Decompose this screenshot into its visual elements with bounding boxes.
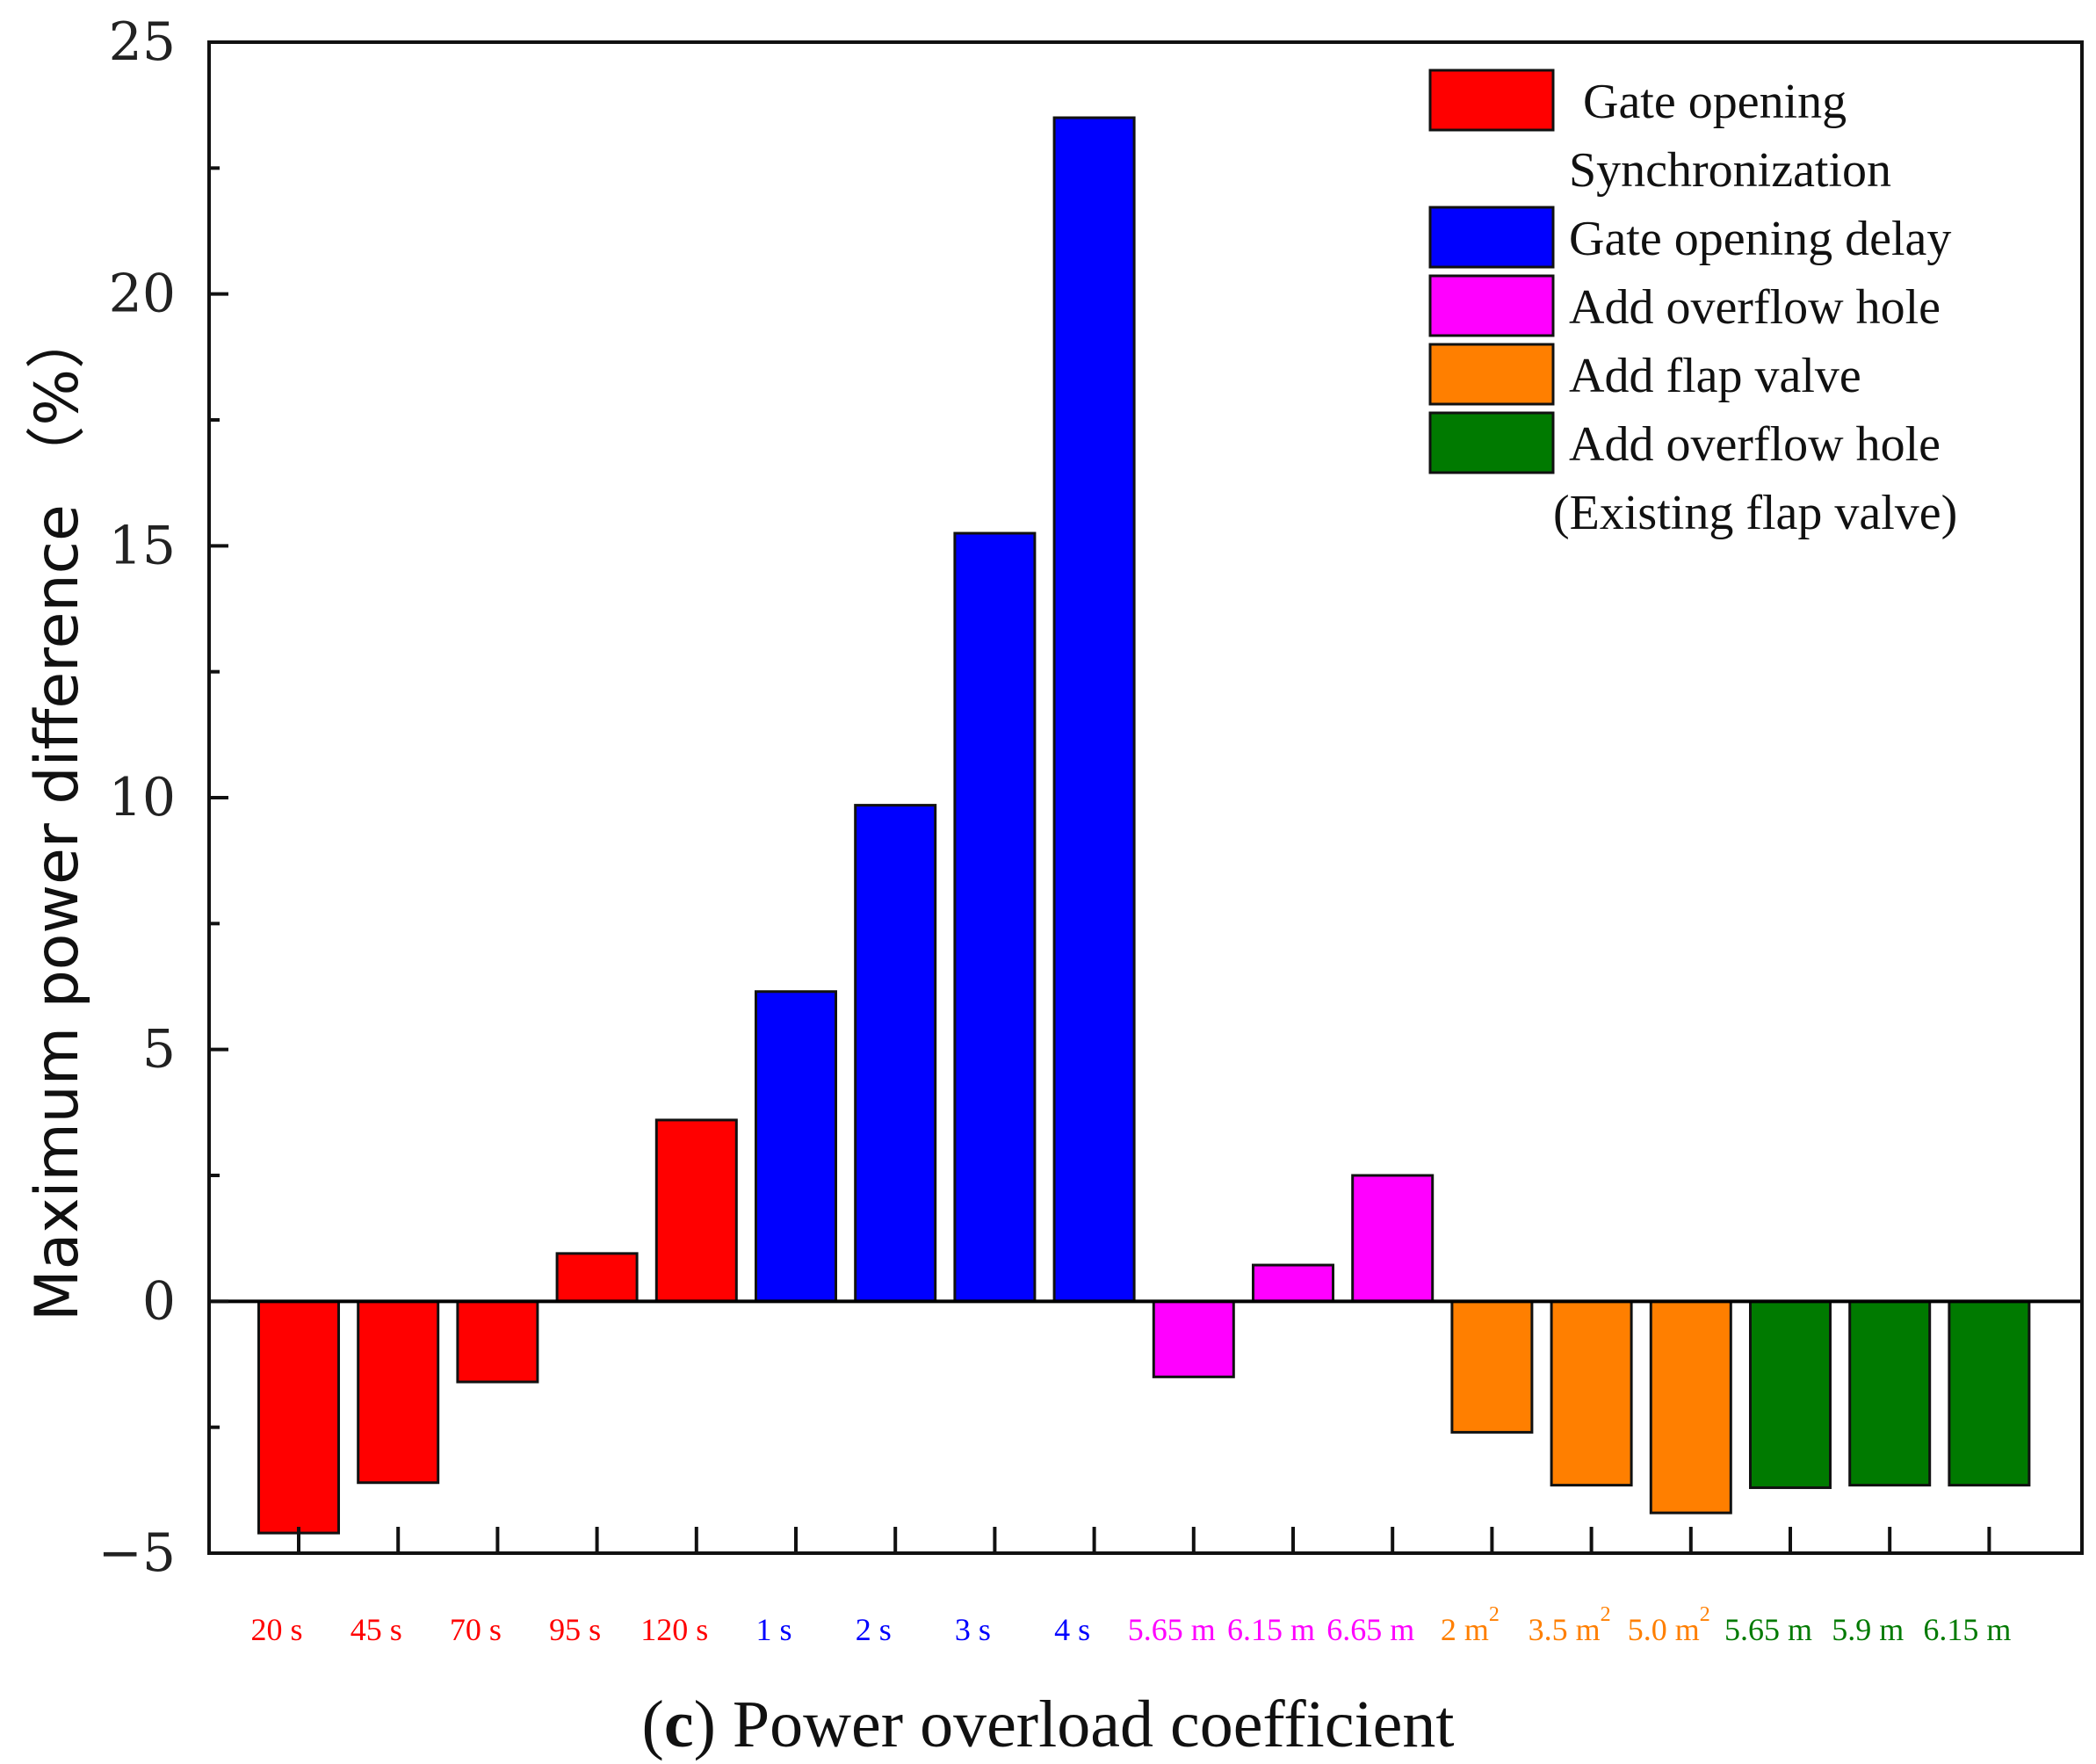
- bar-18: [1948, 1299, 2031, 1487]
- legend-swatch-2: [1428, 206, 1555, 269]
- legend-swatch-1: [1428, 69, 1555, 132]
- bar-17: [1848, 1299, 1932, 1487]
- y-tick-label-7: −5: [98, 1522, 176, 1584]
- x-tick-label-7: 2 s: [856, 1612, 892, 1647]
- x-tick-label-13: 2 m2: [1441, 1603, 1500, 1647]
- bar-13: [1450, 1299, 1534, 1434]
- bar-15: [1649, 1299, 1732, 1515]
- legend-swatch-4: [1428, 343, 1555, 406]
- y-tick-label-5: 5: [142, 1019, 176, 1081]
- bar-7: [854, 804, 937, 1303]
- legend-label-1-line-2: Synchronization: [1569, 143, 1891, 198]
- bar-5: [654, 1118, 738, 1303]
- y-tick-label-6: 0: [142, 1270, 176, 1332]
- x-tick-label-5: 120 s: [640, 1612, 708, 1647]
- legend-label-3-line-1: Add overflow hole: [1569, 280, 1941, 335]
- x-tick-label-16: 5.65 m: [1724, 1612, 1812, 1647]
- figure-caption: (c) Power overload coefficient: [642, 1688, 1455, 1761]
- y-tick-label-4: 10: [109, 767, 176, 828]
- x-tick-label-2: 45 s: [351, 1612, 402, 1647]
- bar-12: [1351, 1174, 1435, 1303]
- legend-label-4-line-1: Add flap valve: [1569, 349, 1861, 403]
- axes-layer: 20 s 45 s 70 s 95 s 120 s 1 s 2 s 3 s 4 s 5.65 m 6…: [98, 11, 2084, 1647]
- y-tick-label-1: 25: [109, 11, 176, 73]
- x-tick-label-9: 4 s: [1054, 1612, 1090, 1647]
- bar-3: [456, 1299, 539, 1384]
- caption-text: Power overload coefficient: [716, 1688, 1455, 1761]
- legend-swatch-3: [1428, 274, 1555, 337]
- bar-9: [1052, 116, 1136, 1303]
- x-tick-label-1: 20 s: [250, 1612, 302, 1647]
- bar-10: [1152, 1299, 1235, 1378]
- bar-4: [555, 1252, 639, 1303]
- x-tick-label-3: 70 s: [450, 1612, 502, 1647]
- bar-1: [257, 1299, 340, 1535]
- x-tick-label-17: 5.9 m: [1832, 1612, 1904, 1647]
- x-tick-label-12: 6.65 m: [1326, 1612, 1414, 1647]
- x-tick-label-8: 3 s: [955, 1612, 991, 1647]
- bar-2: [357, 1299, 440, 1485]
- bar-14: [1550, 1299, 1633, 1487]
- legend-label-1-line-1: Gate opening: [1583, 75, 1847, 129]
- x-tick-label-11: 6.15 m: [1227, 1612, 1315, 1647]
- x-tick-label-4: 95 s: [549, 1612, 601, 1647]
- legend-label-5-line-2: (Existing flap valve): [1553, 486, 1957, 540]
- y-tick-label-3: 15: [109, 515, 176, 576]
- x-tick-label-10: 5.65 m: [1128, 1612, 1216, 1647]
- bar-8: [953, 531, 1037, 1303]
- bar-16: [1749, 1299, 1832, 1489]
- bar-11: [1252, 1263, 1334, 1303]
- y-axis-title: Maximum power difference （%）: [23, 309, 92, 1321]
- legend-label-2-line-1: Gate opening delay: [1569, 212, 1951, 266]
- legend-label-5-line-1: Add overflow hole: [1569, 417, 1941, 472]
- caption-label: c: [664, 1688, 694, 1761]
- legend: Gate opening Synchronization Gate opening …: [1428, 69, 1957, 540]
- y-tick-label-2: 20: [109, 264, 176, 325]
- x-tick-label-6: 1 s: [755, 1612, 791, 1647]
- x-tick-label-14: 3.5 m2: [1529, 1603, 1611, 1647]
- x-tick-label-15: 5.0 m2: [1628, 1603, 1710, 1647]
- bar-6: [755, 990, 837, 1303]
- x-tick-label-18: 6.15 m: [1923, 1612, 2011, 1647]
- legend-swatch-5: [1428, 411, 1555, 474]
